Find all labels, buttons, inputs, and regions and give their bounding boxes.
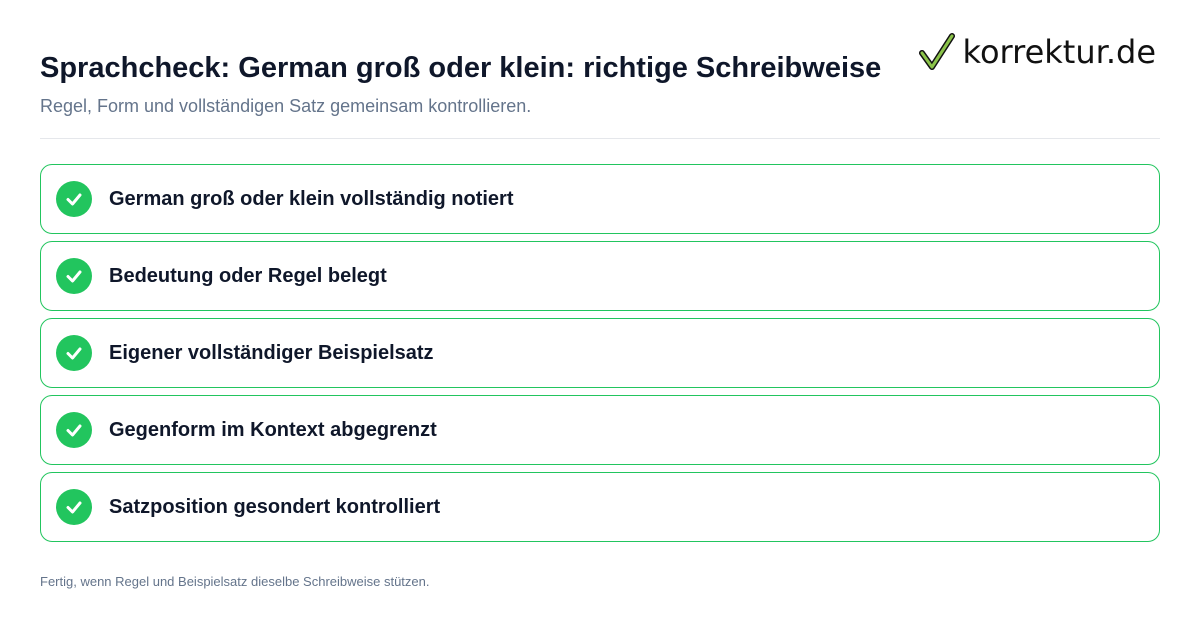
- checklist-item-label: Eigener vollständiger Beispielsatz: [109, 341, 434, 364]
- checklist-item: Satzposition gesondert kontrolliert: [40, 472, 1160, 542]
- header-divider: [40, 138, 1160, 139]
- check-circle-icon: [56, 412, 92, 448]
- page-header: Sprachcheck: German groß oder klein: ric…: [40, 50, 1160, 118]
- page-title: Sprachcheck: German groß oder klein: ric…: [40, 52, 882, 84]
- logo-text: korrektur.de: [962, 33, 1156, 71]
- check-circle-icon: [56, 489, 92, 525]
- checklist-item-label: Gegenform im Kontext abgegrenzt: [109, 418, 437, 441]
- checklist-item: German groß oder klein vollständig notie…: [40, 164, 1160, 234]
- page-subtitle: Regel, Form und vollständigen Satz gemei…: [40, 96, 532, 116]
- check-circle-icon: [56, 258, 92, 294]
- footer-note: Fertig, wenn Regel und Beispielsatz dies…: [40, 574, 430, 589]
- checklist-item: Bedeutung oder Regel belegt: [40, 241, 1160, 311]
- checklist: German groß oder klein vollständig notie…: [40, 164, 1160, 549]
- check-circle-icon: [56, 335, 92, 371]
- checklist-item: Eigener vollständiger Beispielsatz: [40, 318, 1160, 388]
- checkmark-icon: [918, 32, 955, 72]
- checklist-item-label: Bedeutung oder Regel belegt: [109, 264, 387, 287]
- check-circle-icon: [56, 181, 92, 217]
- checklist-item: Gegenform im Kontext abgegrenzt: [40, 395, 1160, 465]
- brand-logo: korrektur.de: [918, 30, 1156, 74]
- checklist-item-label: Satzposition gesondert kontrolliert: [109, 495, 441, 518]
- checklist-item-label: German groß oder klein vollständig notie…: [109, 187, 514, 210]
